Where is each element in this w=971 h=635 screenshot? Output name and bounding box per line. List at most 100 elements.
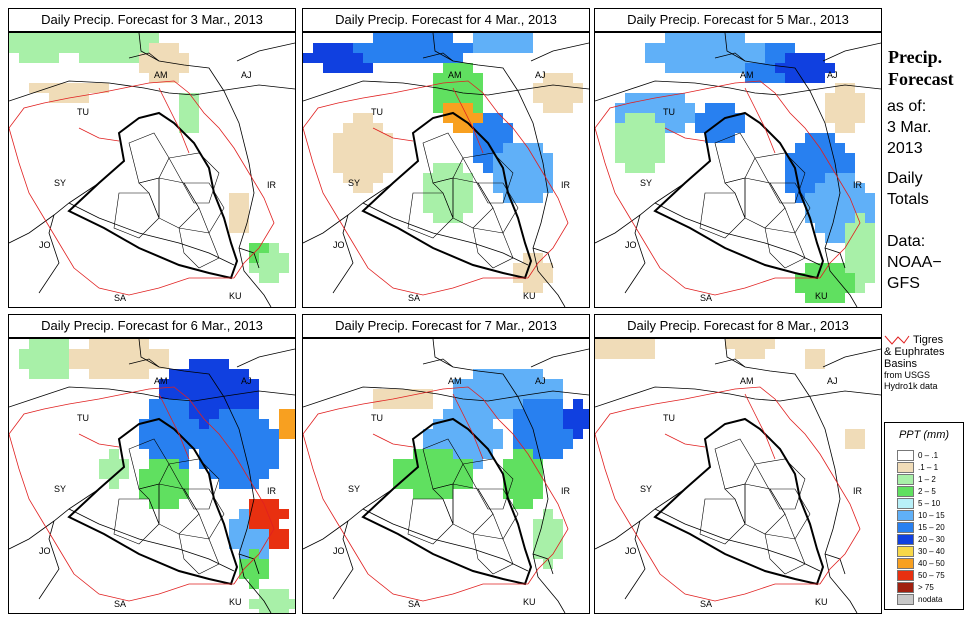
- ppt-legend-row: > 75: [897, 582, 934, 593]
- precip-cell: [533, 153, 543, 163]
- precip-cell: [573, 399, 583, 409]
- precip-cell: [735, 63, 745, 73]
- ppt-legend-swatch: [897, 462, 914, 473]
- precip-cell: [219, 429, 229, 439]
- precip-cell: [249, 429, 259, 439]
- ppt-legend: PPT (mm) 0 – .1 .1 – 1 1 – 2 2 – 5 5 – 10 10 …: [884, 422, 964, 610]
- precip-cell: [845, 93, 855, 103]
- map-svg: AM AJ TU SY IR JO SA KU: [303, 33, 589, 307]
- precip-cell: [393, 459, 403, 469]
- precip-cell: [259, 549, 269, 559]
- precip-cell: [865, 273, 875, 283]
- precip-cell: [815, 73, 825, 83]
- precip-cell: [533, 143, 543, 153]
- forecast-panel-3: Daily Precip. Forecast for 5 Mar., 2013 …: [594, 8, 882, 308]
- precip-cell: [443, 489, 453, 499]
- ppt-legend-label: 20 – 30: [918, 535, 945, 544]
- precip-cell: [513, 143, 523, 153]
- country-label: JO: [39, 546, 51, 556]
- country-label: SA: [408, 293, 420, 303]
- ppt-legend-swatch: [897, 594, 914, 605]
- precip-cell: [259, 519, 269, 529]
- province-border: [477, 182, 519, 234]
- precip-cell: [249, 569, 259, 579]
- precip-cell: [209, 379, 219, 389]
- precip-cell: [139, 359, 149, 369]
- precip-cell: [179, 369, 189, 379]
- precip-cell: [645, 163, 655, 173]
- precip-cell: [463, 93, 473, 103]
- ppt-legend-label: 30 – 40: [918, 547, 945, 556]
- precip-cell: [513, 153, 523, 163]
- basin-outline: [9, 127, 234, 296]
- basin-outline: [158, 87, 190, 154]
- precip-cell: [463, 183, 473, 193]
- precip-cell: [19, 33, 29, 43]
- precip-cell: [433, 163, 443, 173]
- precip-cell: [523, 479, 533, 489]
- precip-cell: [109, 359, 119, 369]
- precip-cell: [169, 429, 179, 439]
- precip-cell: [433, 43, 443, 53]
- precip-cell: [149, 499, 159, 509]
- iraq-border: [361, 111, 533, 280]
- country-label: SY: [348, 484, 360, 494]
- precip-cell: [513, 43, 523, 53]
- precip-cell: [109, 449, 119, 459]
- precip-cell: [79, 349, 89, 359]
- precip-cell: [645, 93, 655, 103]
- precip-cell: [269, 529, 279, 539]
- precip-cell: [493, 33, 503, 43]
- precip-cell: [473, 459, 483, 469]
- precip-cell: [523, 379, 533, 389]
- precip-cell: [373, 33, 383, 43]
- precip-cell: [665, 43, 675, 53]
- country-label: IR: [561, 180, 571, 190]
- precip-cell: [269, 273, 279, 283]
- precip-cell: [269, 253, 279, 263]
- basin-legend: Tigres & Euphrates Basins from USGS Hydr…: [884, 334, 964, 392]
- precip-cell: [159, 53, 169, 63]
- province-border: [178, 227, 220, 269]
- precip-cell: [523, 183, 533, 193]
- precip-cell: [855, 243, 865, 253]
- precip-cell: [553, 539, 563, 549]
- precip-cell: [825, 203, 835, 213]
- precip-cell: [513, 263, 523, 273]
- precip-cell: [513, 469, 523, 479]
- precip-cell: [199, 399, 209, 409]
- country-label: SA: [408, 599, 420, 609]
- precip-cell: [413, 449, 423, 459]
- basin-outline: [744, 393, 776, 460]
- precip-cell: [473, 449, 483, 459]
- precip-cell: [513, 489, 523, 499]
- precip-cell: [239, 569, 249, 579]
- country-label: SA: [114, 293, 126, 303]
- basin-outline: [303, 433, 528, 602]
- precip-cell: [139, 369, 149, 379]
- country-border: [332, 520, 354, 600]
- precip-cell: [845, 213, 855, 223]
- province-border: [407, 498, 454, 545]
- precip-cell: [373, 123, 383, 133]
- precip-cell: [373, 153, 383, 163]
- precip-cell: [269, 439, 279, 449]
- precip-cell: [433, 33, 443, 43]
- precip-cell: [199, 439, 209, 449]
- as-of-year: 2013: [887, 140, 923, 157]
- precip-cell: [533, 93, 543, 103]
- precip-cell: [49, 83, 59, 93]
- precip-cell: [443, 213, 453, 223]
- precip-cell: [269, 499, 279, 509]
- panel-title: Daily Precip. Forecast for 3 Mar., 2013: [8, 8, 296, 32]
- precip-cell: [333, 43, 343, 53]
- precip-cell: [645, 53, 655, 63]
- precip-cell: [343, 43, 353, 53]
- precip-cell: [239, 409, 249, 419]
- precip-cell: [715, 63, 725, 73]
- country-border: [822, 348, 881, 368]
- precip-cell: [49, 53, 59, 63]
- precip-cell: [483, 409, 493, 419]
- precip-cell: [473, 113, 483, 123]
- precip-cell: [463, 439, 473, 449]
